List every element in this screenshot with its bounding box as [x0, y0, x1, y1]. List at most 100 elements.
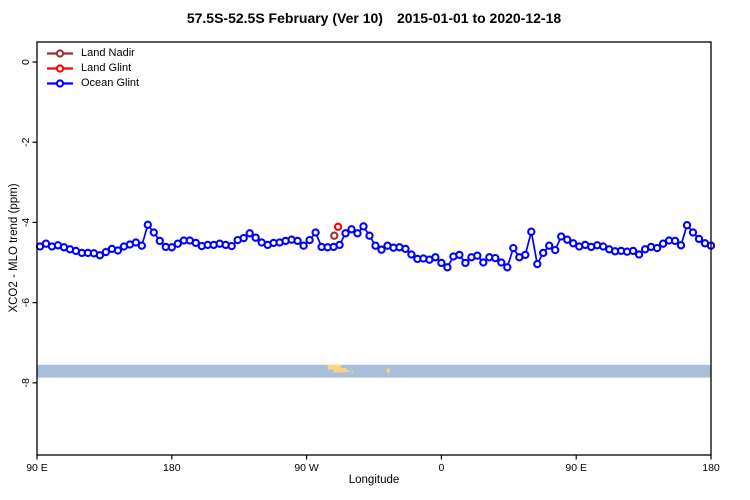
data-point: [155, 236, 164, 246]
data-point: [557, 232, 566, 241]
x-tick-label: 180: [702, 462, 720, 474]
chart-title-dates: 2015-01-01 to 2020-12-18: [396, 10, 562, 26]
legend-item-ocean-glint: Ocean Glint: [46, 77, 139, 90]
data-point: [359, 222, 368, 231]
data-point: [113, 246, 123, 255]
data-point: [347, 225, 356, 234]
data-point: [688, 228, 698, 237]
data-point: [371, 241, 380, 250]
data-point: [377, 245, 386, 254]
data-point: [299, 241, 308, 250]
data-point: [533, 259, 542, 269]
data-point: [95, 251, 105, 260]
y-axis-label: XCO2 - MLO trend (ppm): [8, 183, 20, 313]
data-point: [330, 231, 339, 240]
data-point: [658, 239, 668, 248]
y-tick-label: 0: [20, 59, 32, 65]
land-nadir-series: [330, 231, 339, 240]
data-point: [563, 235, 572, 244]
data-point: [137, 241, 146, 250]
map-strip-land: [333, 367, 347, 373]
data-point: [569, 239, 578, 248]
legend-label: Ocean Glint: [81, 77, 140, 89]
y-tick-label: -4: [20, 218, 32, 227]
data-point: [443, 263, 452, 272]
data-point: [341, 229, 350, 238]
data-point: [333, 222, 343, 231]
x-tick-label: 0: [438, 462, 444, 474]
data-point: [149, 228, 158, 237]
data-point: [551, 245, 560, 255]
x-tick-label: 90 E: [26, 462, 48, 474]
data-point: [431, 253, 440, 262]
data-point: [311, 228, 320, 237]
map-strip-land: [327, 364, 342, 370]
x-axis-ticks: 90 E 180 90 W 0 90 E 180: [26, 455, 720, 474]
legend-label: Land Nadir: [81, 47, 135, 59]
x-axis-label: Longitude: [348, 474, 400, 486]
data-point: [491, 253, 500, 263]
data-point: [353, 229, 362, 238]
legend-label: Land Glint: [81, 62, 132, 74]
plot-box: [36, 41, 712, 456]
data-point: [694, 234, 704, 244]
data-point: [245, 229, 254, 238]
x-tick-label: 90 E: [565, 462, 587, 474]
data-point: [251, 233, 260, 242]
data-point: [191, 238, 200, 248]
chart-title: 57.5S-52.5S February (Ver 10) 2015-01-01 …: [0, 10, 748, 26]
data-point: [173, 239, 182, 248]
data-point: [497, 258, 506, 267]
legend-marker-icon: [47, 49, 73, 58]
data-point: [539, 248, 548, 258]
data-point: [682, 221, 692, 230]
data-point: [437, 258, 446, 268]
data-point: [527, 227, 536, 236]
map-strip-land: [351, 370, 354, 373]
data-point: [227, 241, 236, 251]
data-point: [293, 236, 302, 246]
data-point: [407, 250, 416, 259]
legend-item-land-nadir: Land Nadir: [46, 47, 139, 60]
data-point: [335, 240, 344, 250]
y-axis-ticks: 0 -2 -4 -6 -8: [20, 59, 37, 387]
data-point: [670, 236, 680, 246]
data-point: [167, 243, 176, 252]
y-tick-label: -2: [20, 137, 32, 146]
y-tick-label: -8: [20, 378, 32, 387]
data-point: [461, 258, 470, 268]
map-strip-ocean: [37, 364, 711, 378]
legend-item-land-glint: Land Glint: [46, 62, 139, 75]
data-point: [652, 243, 662, 253]
y-tick-label: -6: [20, 298, 32, 307]
data-point: [305, 235, 314, 245]
x-tick-label: 180: [163, 462, 181, 474]
legend-marker-icon: [47, 64, 73, 73]
data-point: [545, 241, 554, 250]
map-strip-land: [346, 369, 350, 373]
chart-title-region: 57.5S-52.5S February (Ver 10): [186, 10, 383, 26]
data-point: [131, 238, 141, 247]
data-point: [365, 231, 374, 240]
data-point: [676, 241, 686, 250]
land-glint-series: [333, 222, 343, 231]
x-tick-label: 90 W: [294, 462, 319, 474]
data-point: [479, 258, 488, 267]
legend-marker-icon: [47, 79, 73, 88]
map-strip: [37, 364, 711, 378]
data-point: [634, 250, 644, 259]
data-point: [401, 244, 410, 254]
data-point: [628, 246, 638, 256]
data-point: [473, 251, 482, 260]
data-point: [239, 233, 248, 243]
data-point: [101, 247, 111, 257]
data-point: [143, 220, 152, 229]
ocean-glint-series: [35, 220, 716, 272]
map-strip-land: [386, 368, 390, 373]
data-point: [521, 250, 530, 260]
legend: Land Nadir Land Glint Ocean Glint: [46, 47, 139, 90]
data-point: [503, 263, 512, 272]
data-point: [509, 243, 518, 253]
